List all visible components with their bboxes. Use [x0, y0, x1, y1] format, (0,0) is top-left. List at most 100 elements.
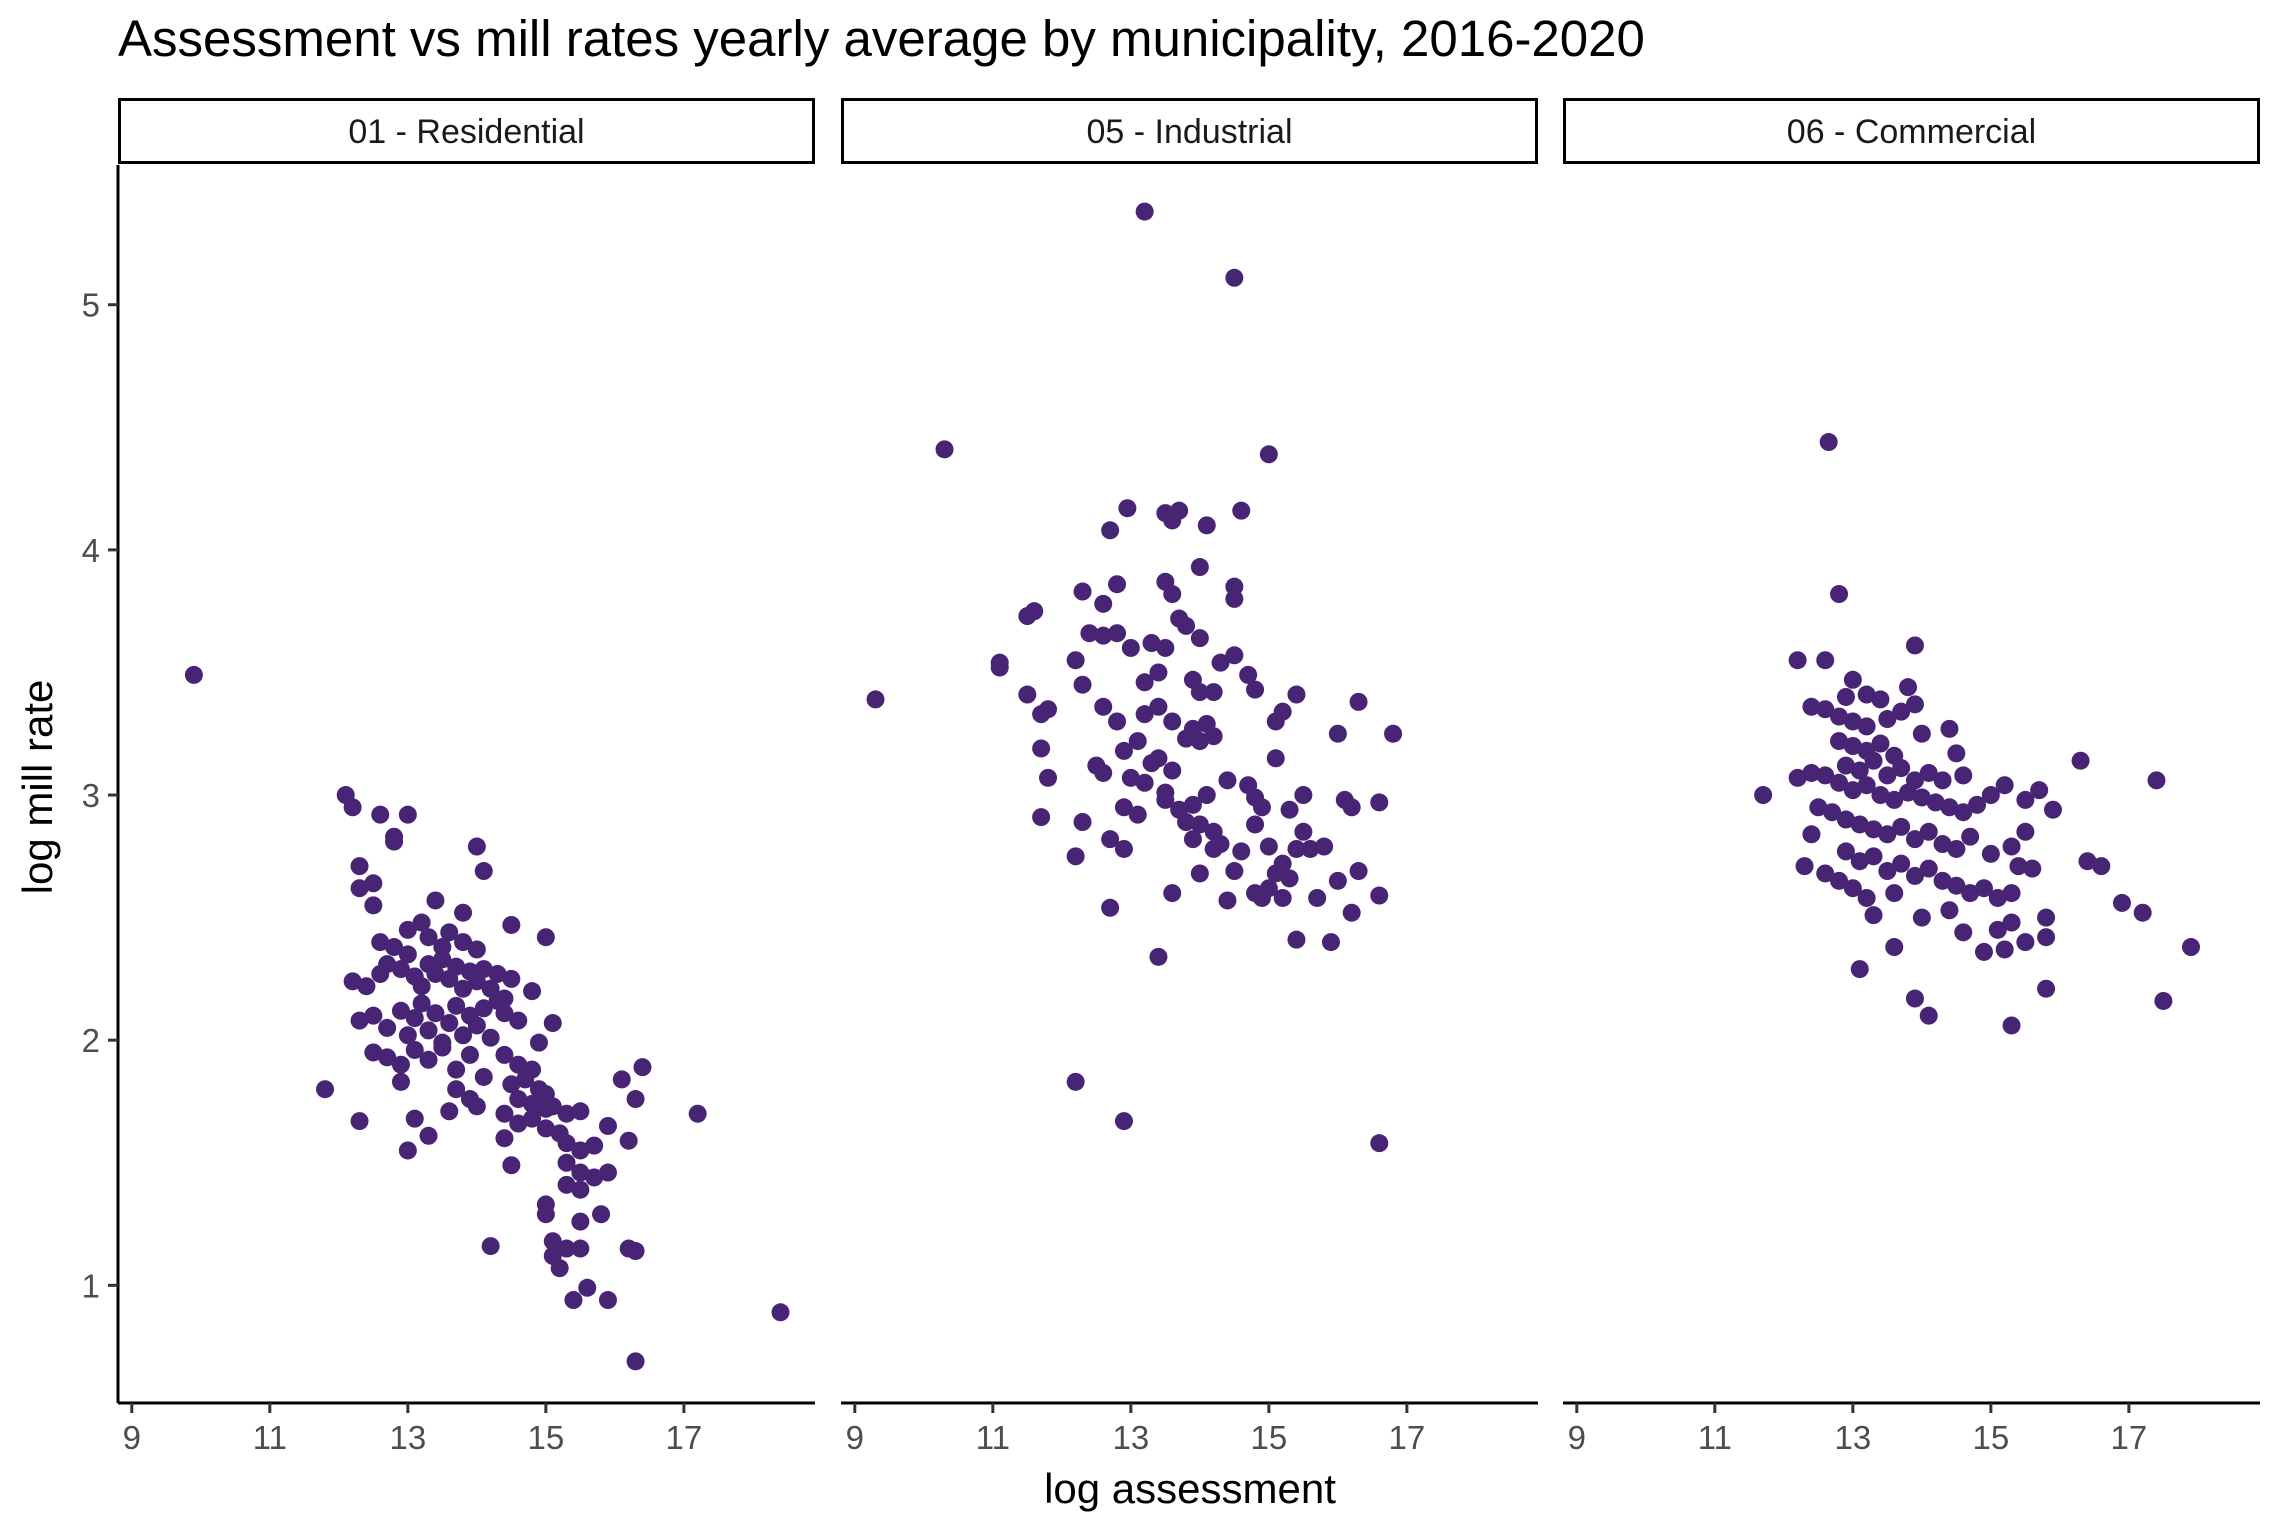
data-point	[1788, 768, 1807, 787]
data-point	[502, 915, 521, 934]
data-point	[1259, 837, 1278, 856]
data-point	[1342, 903, 1361, 922]
data-point	[2071, 751, 2090, 770]
y-axis-title: log mill rate	[14, 680, 61, 895]
data-point	[1280, 869, 1299, 888]
data-point	[1032, 739, 1051, 758]
data-point	[1142, 634, 1161, 653]
data-point	[1246, 680, 1265, 699]
data-point	[1912, 908, 1931, 927]
data-point	[1080, 624, 1099, 643]
data-point	[571, 1212, 590, 1231]
data-point	[1947, 744, 1966, 763]
data-point	[1850, 761, 1869, 780]
data-point	[1149, 663, 1168, 682]
data-point	[1287, 685, 1306, 704]
data-point	[495, 1045, 514, 1064]
data-point	[502, 1156, 521, 1175]
data-point	[405, 1009, 424, 1028]
data-point	[578, 1278, 597, 1297]
data-point	[550, 1259, 569, 1278]
data-point	[2181, 938, 2200, 957]
data-point	[1905, 830, 1924, 849]
data-point	[509, 1011, 528, 1030]
data-point	[1142, 754, 1161, 773]
data-point	[495, 1129, 514, 1148]
data-point	[509, 1055, 528, 1074]
data-point	[1926, 793, 1945, 812]
data-point	[378, 955, 397, 974]
data-point	[1101, 521, 1120, 540]
facet-strip	[1563, 98, 2260, 164]
data-point	[1177, 812, 1196, 831]
data-point	[2078, 852, 2097, 871]
data-point	[585, 1136, 604, 1155]
data-point	[2133, 903, 2152, 922]
x-tick-label: 11	[976, 1419, 1010, 1456]
data-point	[557, 1239, 576, 1258]
data-point	[1843, 781, 1862, 800]
data-point	[1892, 854, 1911, 873]
data-point	[1163, 712, 1182, 731]
data-point	[1066, 847, 1085, 866]
data-point	[1349, 692, 1368, 711]
data-point	[509, 1114, 528, 1133]
data-point	[1878, 766, 1897, 785]
data-point	[1871, 690, 1890, 709]
data-point	[1087, 756, 1106, 775]
data-point	[440, 923, 459, 942]
data-point	[626, 1090, 645, 1109]
data-point	[1190, 683, 1209, 702]
data-point	[2002, 1016, 2021, 1035]
x-tick-label: 9	[846, 1419, 864, 1456]
data-point	[2009, 857, 2028, 876]
facet-panel: 01 - Residential 9 11 13 15 17	[118, 98, 815, 1456]
data-point	[1301, 839, 1320, 858]
data-point	[1342, 798, 1361, 817]
data-point	[1218, 771, 1237, 790]
data-point	[412, 913, 431, 932]
data-point	[1940, 719, 1959, 738]
data-point	[412, 977, 431, 996]
data-point	[1823, 803, 1842, 822]
data-point	[1094, 697, 1113, 716]
data-point	[1802, 763, 1821, 782]
data-point	[2112, 893, 2131, 912]
data-point	[1981, 844, 2000, 863]
data-point	[2037, 928, 2056, 947]
data-point	[523, 982, 542, 1001]
x-tick-label: 13	[1112, 1419, 1149, 1456]
data-point	[557, 1153, 576, 1172]
data-point	[419, 1050, 438, 1069]
facet-panel: 06 - Commercial 9 11 13 15 17	[1563, 98, 2260, 1456]
data-point	[502, 1075, 521, 1094]
data-point	[433, 950, 452, 969]
data-point	[1871, 734, 1890, 753]
data-point	[2092, 857, 2111, 876]
data-point	[391, 960, 410, 979]
data-point	[1135, 705, 1154, 724]
data-point	[1795, 857, 1814, 876]
data-point	[543, 1014, 562, 1033]
data-point	[1101, 830, 1120, 849]
data-point	[516, 1070, 535, 1089]
data-point	[2023, 859, 2042, 878]
data-point	[633, 1058, 652, 1077]
data-point	[1864, 751, 1883, 770]
data-point	[371, 933, 390, 952]
data-point	[1108, 712, 1127, 731]
data-point	[1225, 646, 1244, 665]
data-point	[1384, 724, 1403, 743]
data-point	[1114, 741, 1133, 760]
data-point	[1128, 805, 1147, 824]
data-point	[1995, 776, 2014, 795]
data-point	[1940, 798, 1959, 817]
data-point	[2016, 933, 2035, 952]
data-point	[571, 1239, 590, 1258]
x-tick-label: 17	[1389, 1419, 1426, 1456]
data-point	[447, 1060, 466, 1079]
data-point	[481, 1028, 500, 1047]
data-point	[1892, 817, 1911, 836]
data-point	[523, 1094, 542, 1113]
data-point	[1218, 891, 1237, 910]
